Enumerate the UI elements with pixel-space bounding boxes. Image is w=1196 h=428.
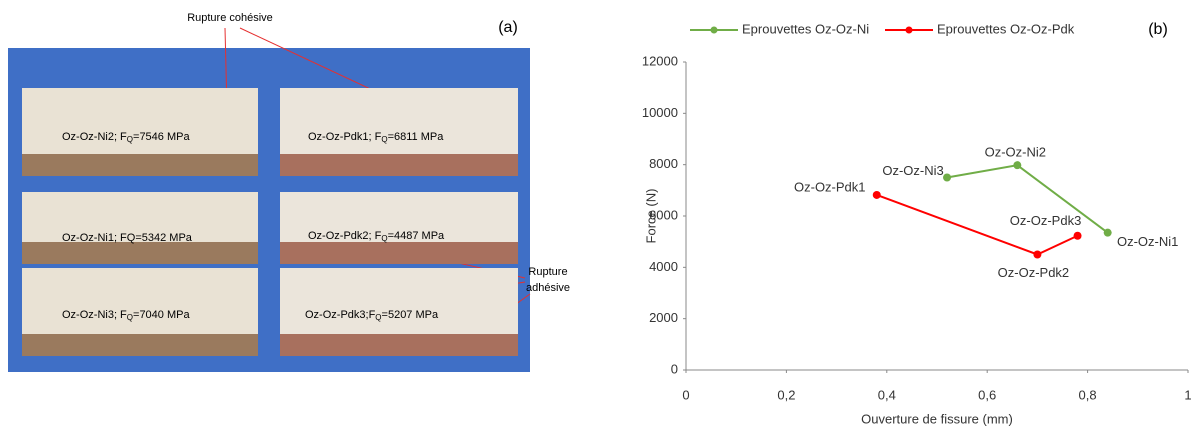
specimen-label: Oz-Oz-Pdk3;FQ=5207 MPa [305, 309, 439, 322]
label-text: Oz-Oz-Pdk3;F [305, 309, 376, 321]
specimen-label: Oz-Oz-Pdk2; FQ=4487 MPa [308, 230, 445, 243]
y-axis-label: Force (N) [643, 189, 658, 244]
label-sub: Q [381, 135, 387, 144]
specimen-strip [22, 154, 258, 176]
specimen-strip [22, 334, 258, 356]
y-tick-label: 10000 [642, 105, 678, 120]
x-axis-label: Ouverture de fissure (mm) [861, 411, 1013, 426]
y-tick-label: 8000 [649, 156, 678, 171]
data-point [1103, 228, 1112, 237]
data-label: Oz-Oz-Ni2 [985, 145, 1046, 160]
specimen [280, 88, 518, 154]
data-label: Oz-Oz-Pdk2 [998, 265, 1070, 280]
label-text: Oz-Oz-Ni1; FQ=5342 MPa [62, 232, 193, 244]
x-tick-label: 0,4 [878, 387, 896, 402]
specimen-strip [22, 242, 258, 264]
label-sub: Q [127, 313, 133, 322]
y-tick-label: 0 [671, 361, 678, 376]
x-tick-label: 0 [682, 387, 689, 402]
x-tick-label: 0,8 [1079, 387, 1097, 402]
annotation: Rupture [528, 266, 567, 278]
specimen-label: Oz-Oz-Ni2; FQ=7546 MPa [62, 131, 190, 144]
specimen-strip [280, 334, 518, 356]
y-tick-label: 2000 [649, 310, 678, 325]
specimen [22, 192, 258, 242]
panel-label: (a) [498, 19, 518, 36]
label-text: =7546 MPa [133, 131, 190, 143]
label-text: =6811 MPa [388, 131, 445, 143]
label-text: =5207 MPa [382, 309, 439, 321]
legend-marker [710, 26, 718, 34]
y-tick-label: 6000 [649, 207, 678, 222]
data-point [943, 173, 952, 182]
data-point [872, 190, 881, 199]
specimen-label: Oz-Oz-Ni3; FQ=7040 MPa [62, 309, 190, 322]
specimen [22, 268, 258, 334]
label-text: =4487 MPa [388, 230, 445, 242]
label-text: Oz-Oz-Pdk1; F [308, 131, 382, 143]
label-sub: Q [381, 234, 387, 243]
label-text: =7040 MPa [133, 309, 190, 321]
annotation: adhésive [526, 282, 570, 294]
x-tick-label: 1 [1184, 387, 1191, 402]
y-tick-label: 12000 [642, 53, 678, 68]
label-text: Oz-Oz-Ni2; F [62, 131, 127, 143]
legend-label: Eprouvettes Oz-Oz-Ni [742, 21, 869, 36]
specimen [280, 268, 518, 334]
label-sub: Q [127, 135, 133, 144]
data-point [1073, 231, 1082, 240]
x-tick-label: 0,6 [978, 387, 996, 402]
data-label: Oz-Oz-Pdk3 [1010, 213, 1082, 228]
data-label: Oz-Oz-Ni1 [1117, 234, 1178, 249]
legend-label: Eprouvettes Oz-Oz-Pdk [937, 21, 1075, 36]
specimen-label: Oz-Oz-Ni1; FQ=5342 MPa [62, 232, 193, 244]
label-text: Oz-Oz-Ni3; F [62, 309, 127, 321]
label-text: Oz-Oz-Pdk2; F [308, 230, 382, 242]
panel-label: (b) [1148, 21, 1168, 38]
data-point [1013, 161, 1022, 170]
specimen-strip [280, 154, 518, 176]
specimen [22, 88, 258, 154]
data-label: Oz-Oz-Pdk1 [794, 179, 866, 194]
annotation: Rupture cohésive [187, 12, 273, 24]
specimen-strip [280, 242, 518, 264]
data-point [1033, 250, 1042, 259]
specimen [280, 192, 518, 242]
y-tick-label: 4000 [649, 259, 678, 274]
data-label: Oz-Oz-Ni3 [882, 163, 943, 178]
x-tick-label: 0,2 [777, 387, 795, 402]
specimen-label: Oz-Oz-Pdk1; FQ=6811 MPa [308, 131, 444, 144]
legend-marker [905, 26, 913, 34]
label-sub: Q [375, 313, 381, 322]
